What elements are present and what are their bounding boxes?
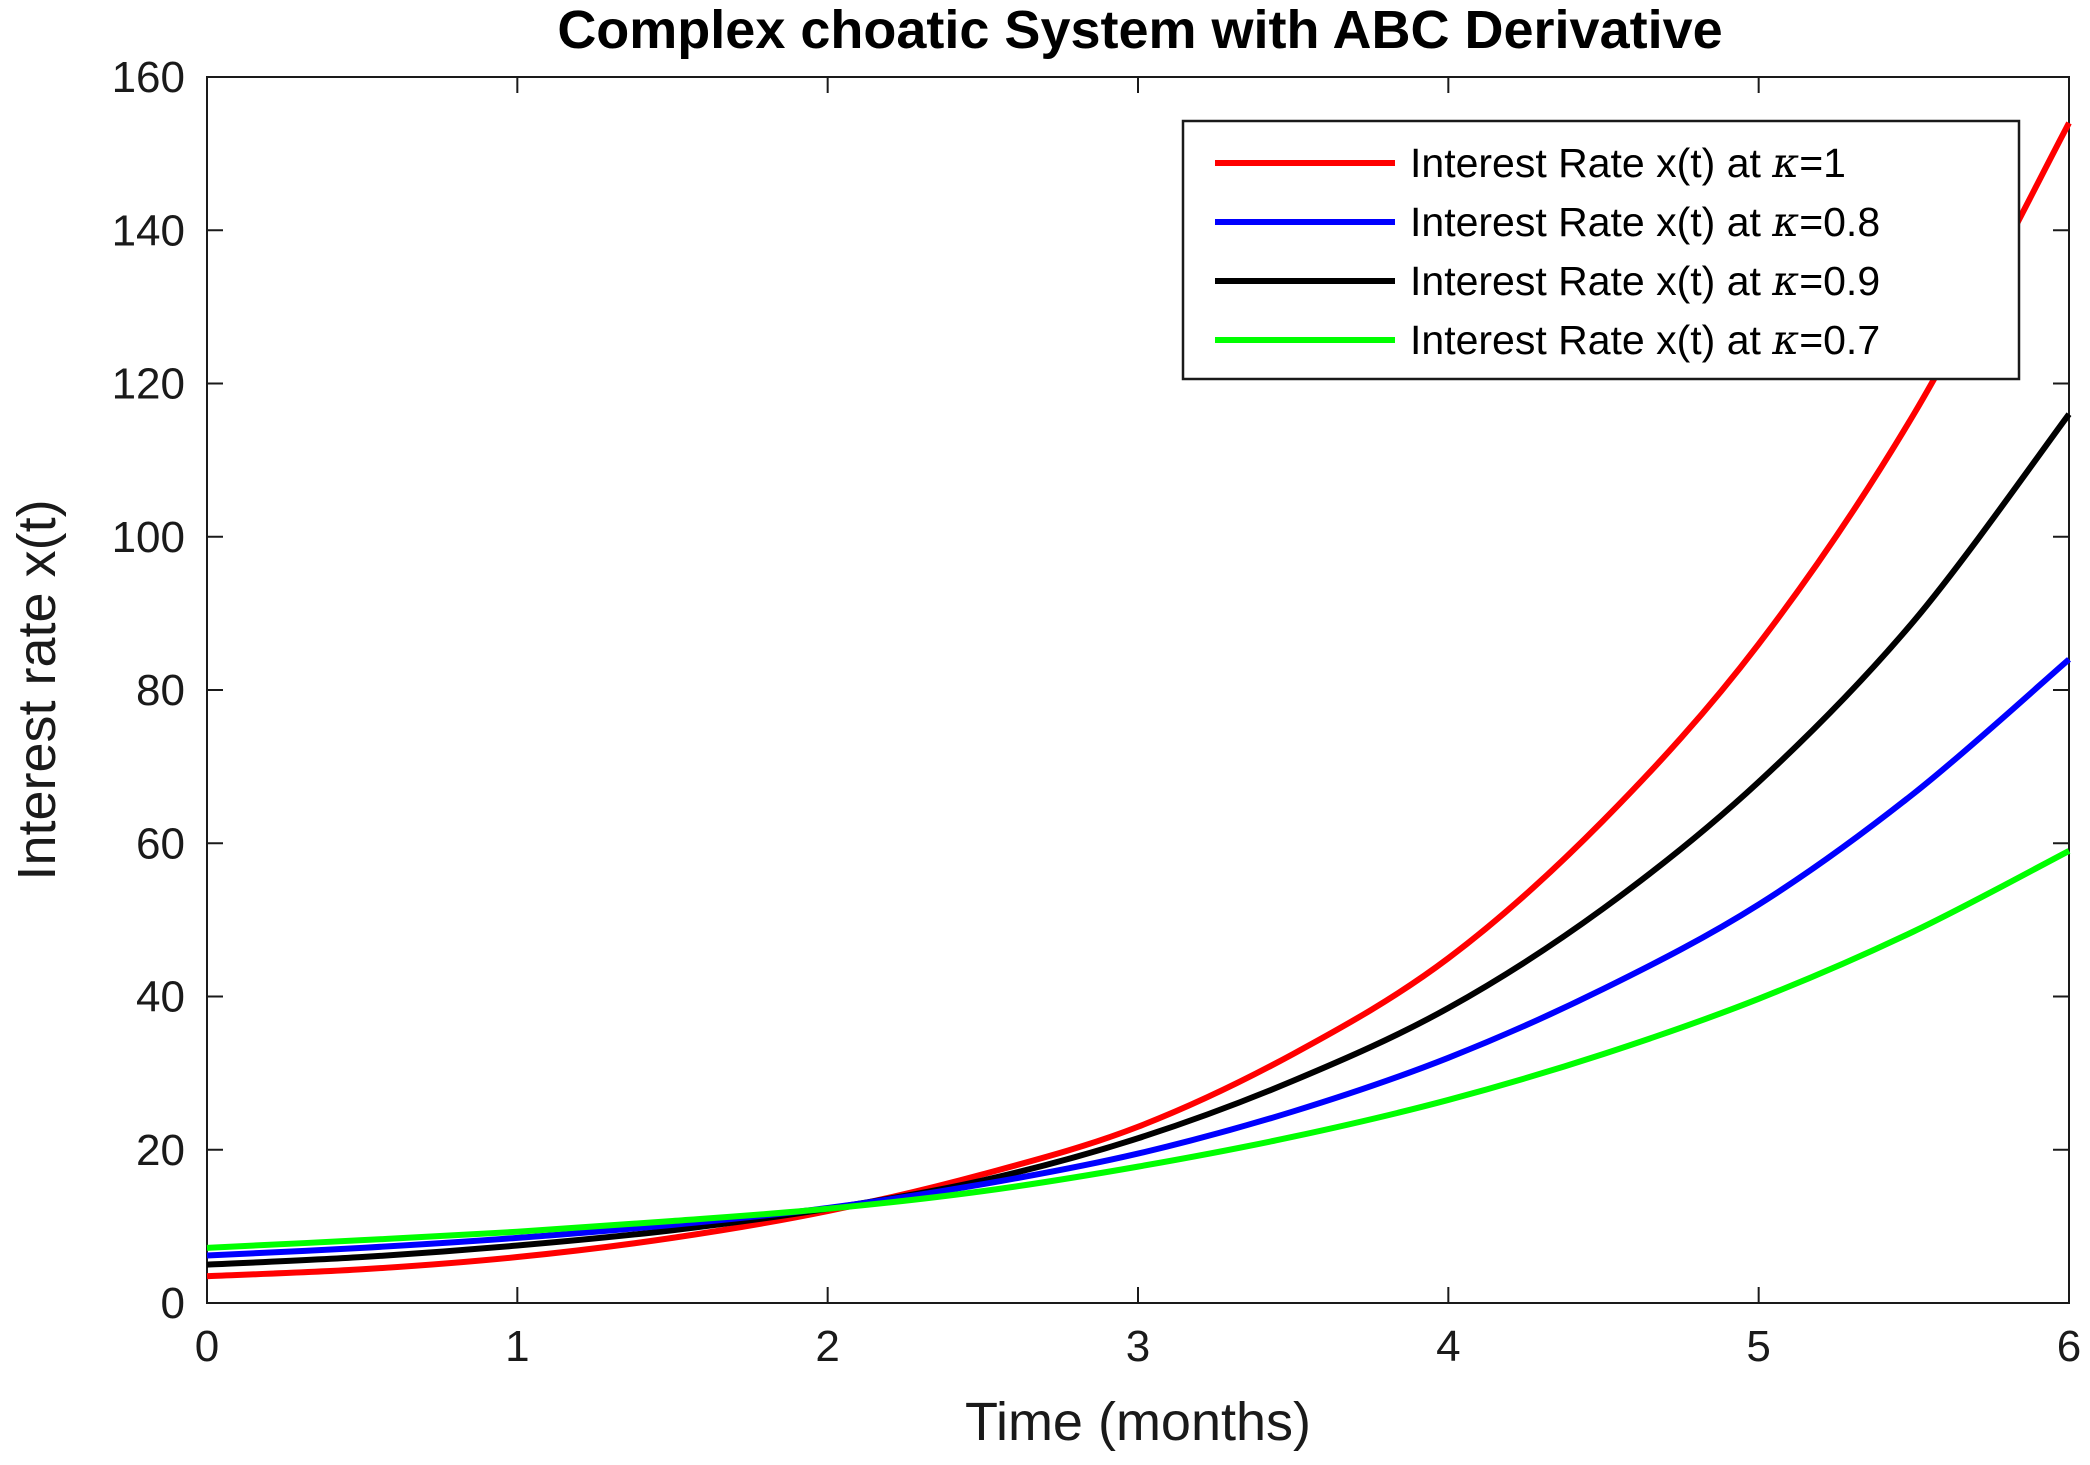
legend-kappa-symbol: κ xyxy=(1771,316,1799,364)
legend-kappa-symbol: κ xyxy=(1771,198,1799,246)
y-tick-label: 140 xyxy=(112,206,185,255)
x-tick-label: 2 xyxy=(815,1322,839,1371)
legend-label-3: Interest Rate x(t) at κ=0.7 xyxy=(1410,316,1880,364)
legend-label-suffix: =0.8 xyxy=(1799,199,1880,245)
legend-label-1: Interest Rate x(t) at κ=0.8 xyxy=(1410,198,1880,246)
y-tick-label: 0 xyxy=(161,1279,185,1328)
series-lines xyxy=(206,121,2072,1280)
chart-title: Complex choatic System with ABC Derivati… xyxy=(557,0,1722,60)
legend-kappa-symbol: κ xyxy=(1771,257,1799,305)
y-tick-label: 40 xyxy=(136,973,185,1022)
y-axis-label: Interest rate x(t) xyxy=(7,499,67,880)
series-line-1 xyxy=(206,657,2071,1259)
legend-label-prefix: Interest Rate x(t) at xyxy=(1410,258,1772,304)
x-tick-label: 1 xyxy=(505,1322,529,1371)
x-axis-label: Time (months) xyxy=(965,1392,1311,1452)
x-tick-label: 3 xyxy=(1126,1322,1150,1371)
x-tick-label: 0 xyxy=(195,1322,219,1371)
legend-label-suffix: =1 xyxy=(1799,140,1846,186)
legend-label-2: Interest Rate x(t) at κ=0.9 xyxy=(1410,257,1880,305)
y-tick-label: 60 xyxy=(136,819,185,868)
legend-label-suffix: =0.9 xyxy=(1799,258,1880,304)
y-tick-label: 20 xyxy=(136,1126,185,1175)
legend-label-prefix: Interest Rate x(t) at xyxy=(1410,199,1772,245)
x-tick-label: 4 xyxy=(1436,1322,1460,1371)
legend-label-prefix: Interest Rate x(t) at xyxy=(1410,140,1772,186)
legend-label-suffix: =0.7 xyxy=(1799,317,1880,363)
series-line-2 xyxy=(206,412,2072,1268)
x-axis-ticks: 0 1 2 3 4 5 6 xyxy=(195,77,2081,1371)
y-tick-label: 80 xyxy=(136,666,185,715)
x-tick-label: 5 xyxy=(1746,1322,1770,1371)
series-line-3 xyxy=(206,848,2071,1251)
y-tick-label: 120 xyxy=(112,360,185,409)
y-tick-label: 160 xyxy=(112,53,185,102)
legend-label-prefix: Interest Rate x(t) at xyxy=(1410,317,1772,363)
series-line-0 xyxy=(206,121,2072,1280)
x-tick-label: 6 xyxy=(2057,1322,2081,1371)
y-tick-label: 100 xyxy=(112,513,185,562)
legend-label-0: Interest Rate x(t) at κ=1 xyxy=(1410,139,1846,187)
y-axis-ticks: 0 20 40 60 80 100 120 140 160 xyxy=(112,53,2069,1328)
legend-kappa-symbol: κ xyxy=(1771,139,1799,187)
